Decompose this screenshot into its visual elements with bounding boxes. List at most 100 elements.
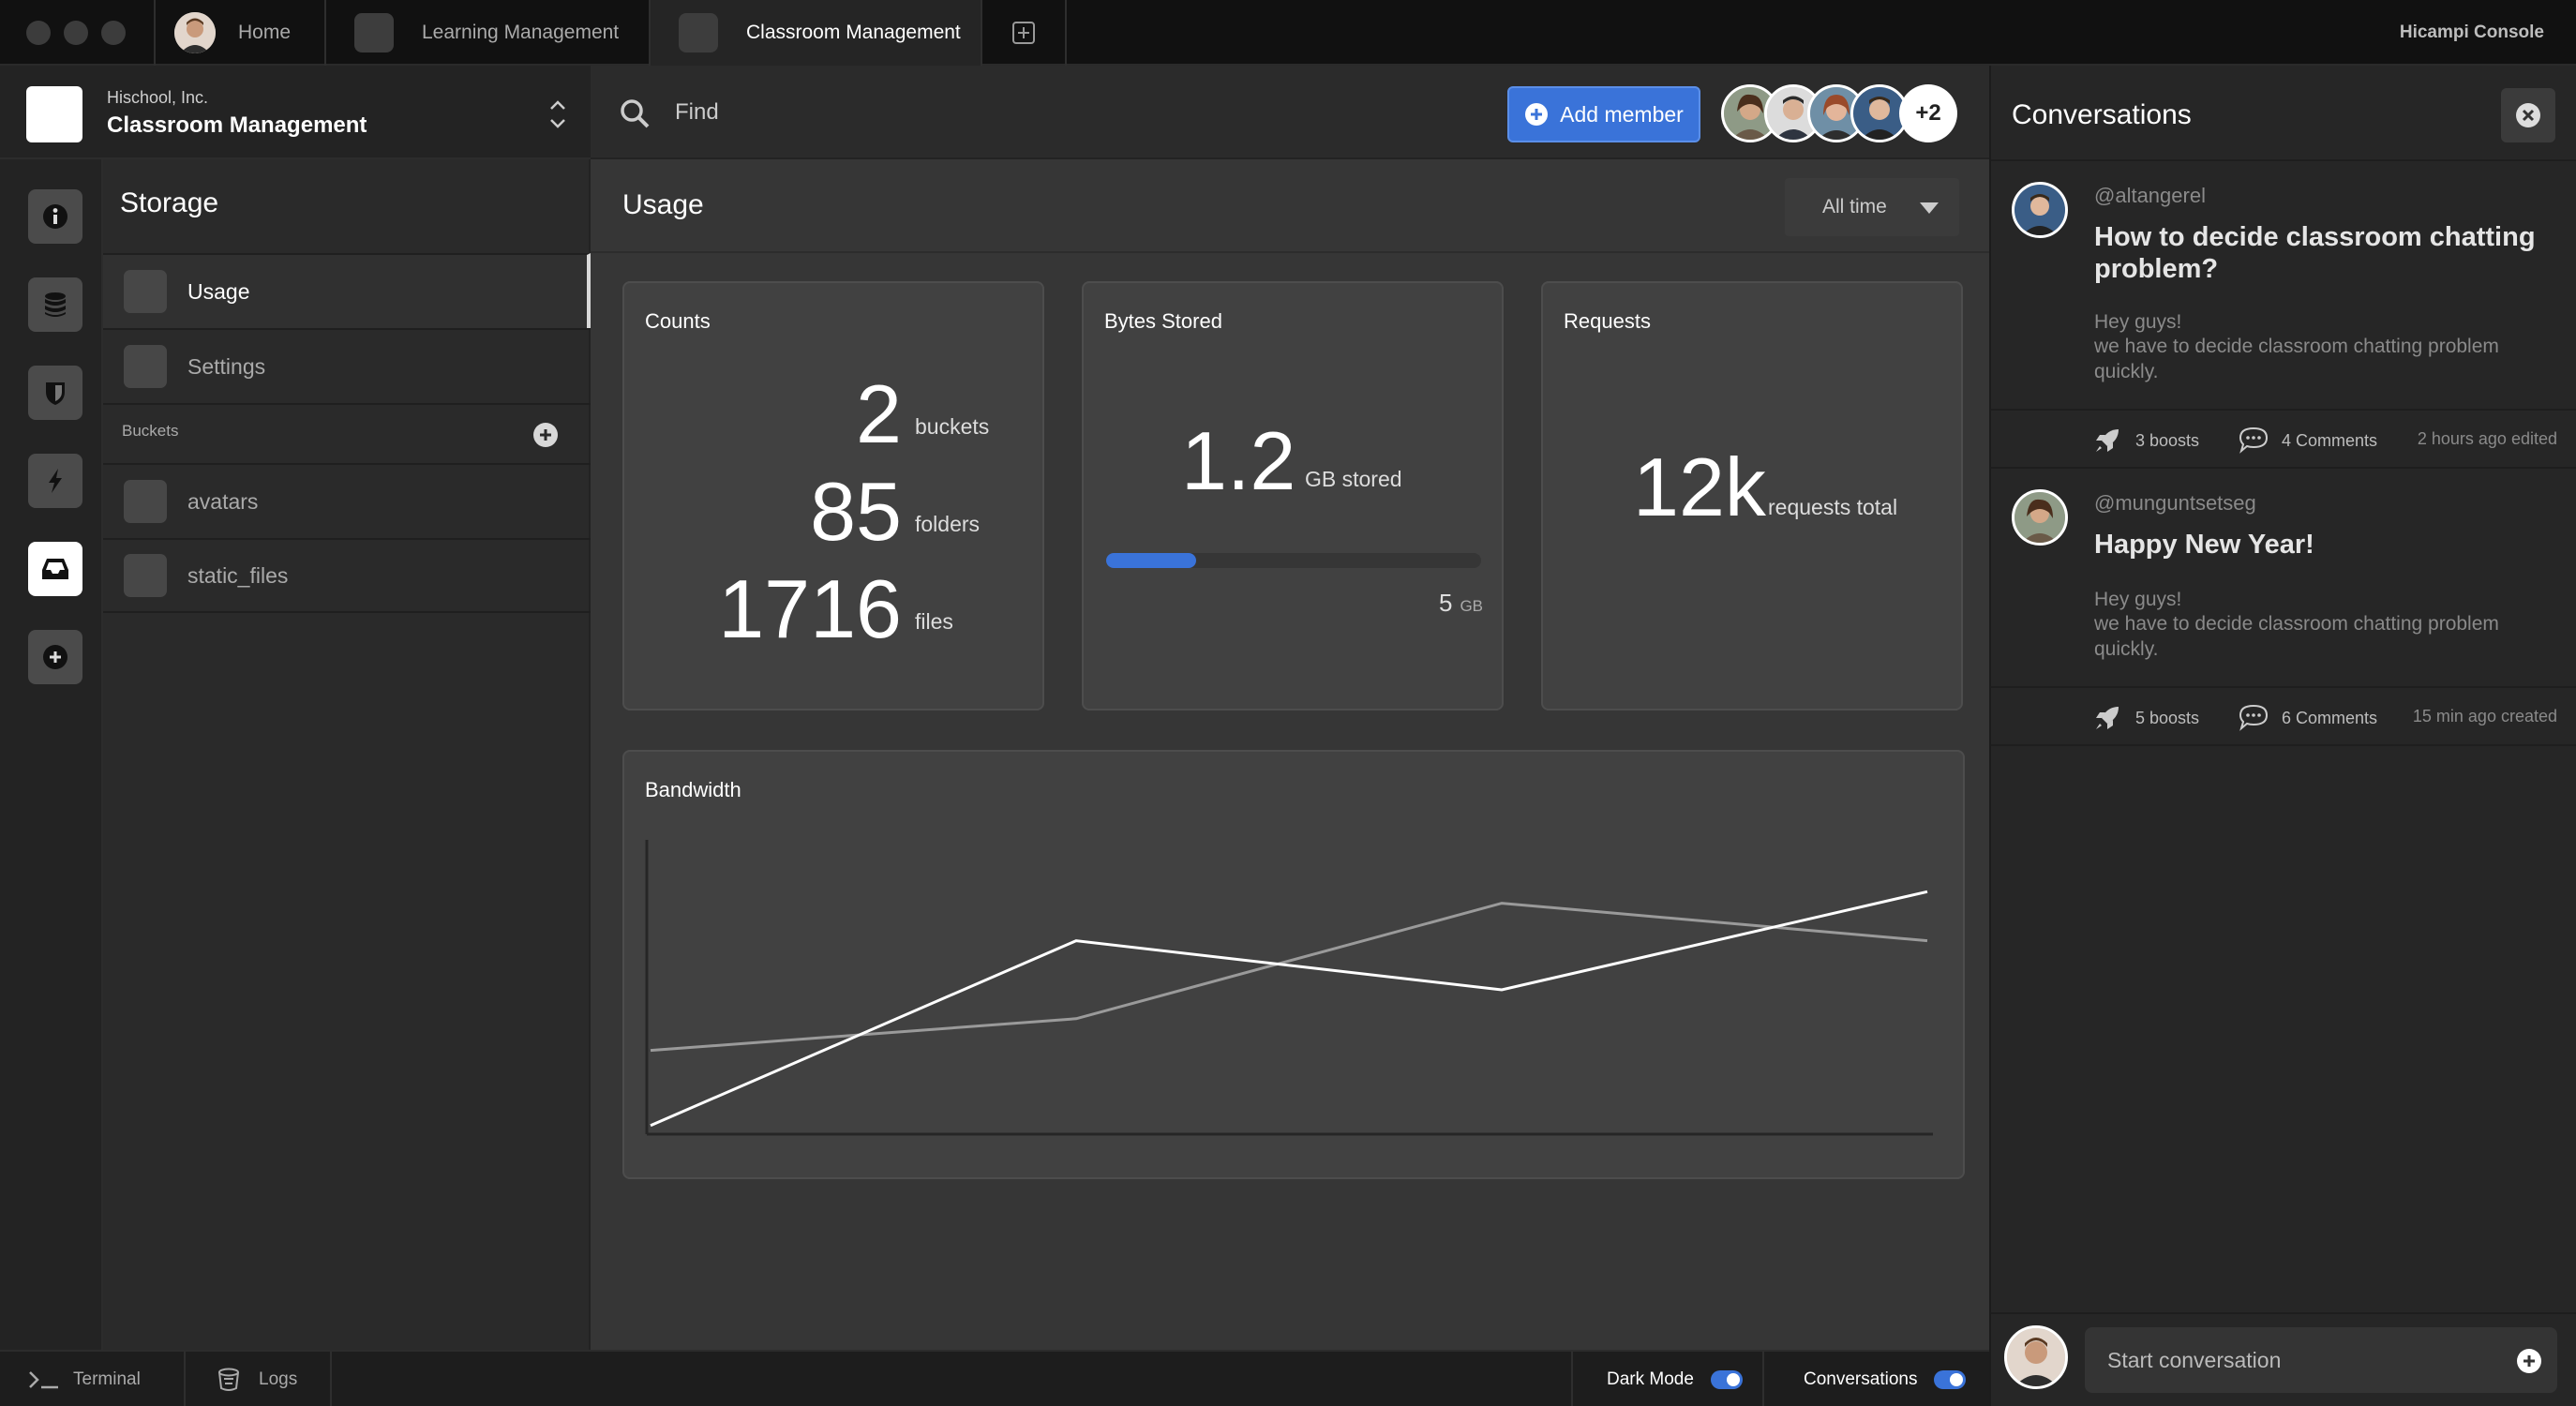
conversations-toggle[interactable]: Conversations — [1764, 1352, 1989, 1406]
conversation-post[interactable]: @munguntsetseg Happy New Year! Hey guys!… — [1991, 467, 2576, 746]
plus-circle-icon — [1525, 103, 1549, 126]
requests-unit: requests total — [1768, 495, 1898, 519]
dark-mode-toggle[interactable]: Dark Mode — [1571, 1352, 1764, 1406]
bandwidth-chart — [645, 840, 1933, 1136]
counts-card: Counts 2 buckets 85 folders 1716 files — [622, 281, 1044, 710]
dark-mode-switch[interactable] — [1710, 1370, 1743, 1389]
tab-home[interactable]: Home — [154, 0, 324, 66]
comment-icon[interactable] — [2239, 426, 2269, 454]
functions-button[interactable] — [28, 454, 82, 508]
post-title[interactable]: Happy New Year! — [2094, 530, 2314, 560]
new-tab-button[interactable] — [981, 0, 1067, 66]
main-content: Find Add member +2 Usage All time Counts… — [591, 66, 1989, 1350]
dark-mode-label: Dark Mode — [1607, 1369, 1694, 1389]
tab-classroom-management[interactable]: Classroom Management — [649, 0, 981, 66]
bytes-title: Bytes Stored — [1104, 309, 1222, 333]
conversations-switch[interactable] — [1934, 1370, 1967, 1389]
window-zoom-dot[interactable] — [101, 21, 126, 45]
search-input[interactable]: Find — [675, 99, 719, 125]
storage-item-settings[interactable]: Settings — [103, 328, 591, 403]
folders-unit: folders — [915, 512, 981, 536]
comment-count[interactable]: 6 Comments — [2282, 709, 2378, 727]
item-icon — [124, 270, 167, 313]
add-service-button[interactable] — [28, 630, 82, 684]
logs-button[interactable]: Logs — [186, 1352, 332, 1406]
bucket-icon — [124, 554, 167, 597]
member-avatar[interactable] — [1807, 84, 1865, 142]
brand-label: Hicampi Console — [2399, 22, 2544, 42]
conversation-post[interactable]: @altangerel How to decide classroom chat… — [1991, 159, 2576, 469]
comment-count[interactable]: 4 Comments — [2282, 431, 2378, 450]
comment-icon[interactable] — [2239, 703, 2269, 731]
post-handle[interactable]: @munguntsetseg — [2094, 491, 2256, 515]
window-close-dot[interactable] — [26, 21, 51, 45]
database-icon — [45, 292, 66, 317]
usage-title: Usage — [622, 189, 704, 220]
bucket-label: static_files — [187, 562, 289, 588]
plus-circle-icon — [43, 645, 67, 669]
post-body-line: Hey guys! — [2094, 589, 2182, 610]
storage-capacity: 5 GB — [1439, 589, 1483, 618]
bytes-unit: GB stored — [1305, 467, 1402, 491]
plus-square-icon — [1012, 22, 1035, 44]
tab-label: Learning Management — [422, 22, 620, 43]
add-member-label: Add member — [1560, 101, 1684, 127]
close-conversations-button[interactable] — [2501, 88, 2555, 142]
workspace-logo — [26, 86, 82, 142]
status-bar: Terminal Logs Dark Mode Conversations — [0, 1350, 1989, 1406]
tab-label: Home — [238, 22, 292, 43]
icon-rail — [0, 66, 103, 1350]
member-avatar[interactable] — [1721, 84, 1779, 142]
requests-card: Requests 12k requests total — [1541, 281, 1963, 710]
conversations-title: Conversations — [2012, 99, 2192, 130]
rocket-icon[interactable] — [2092, 703, 2122, 733]
logs-label: Logs — [259, 1369, 298, 1389]
item-label: Settings — [187, 353, 266, 379]
storage-progress-fill — [1106, 553, 1196, 568]
bytes-value: 1.2 — [1181, 414, 1296, 507]
post-time: 2 hours ago edited — [2417, 429, 2557, 448]
search-icon — [621, 99, 650, 128]
add-bucket-icon[interactable] — [532, 422, 559, 448]
usage-header: Usage All time — [591, 161, 1989, 253]
add-member-button[interactable]: Add member — [1507, 86, 1700, 142]
database-button[interactable] — [28, 277, 82, 332]
caret-down-icon — [1920, 202, 1939, 214]
storage-title: Storage — [120, 187, 219, 218]
info-button[interactable] — [28, 189, 82, 244]
files-count: 1716 — [718, 562, 902, 655]
bucket-item-avatars[interactable]: avatars — [103, 463, 591, 538]
window-minimize-dot[interactable] — [64, 21, 88, 45]
bucket-icon — [124, 480, 167, 523]
more-members-badge[interactable]: +2 — [1899, 84, 1957, 142]
app-icon — [679, 13, 718, 52]
chevron-up-down-icon — [550, 100, 565, 128]
storage-item-usage[interactable]: Usage — [103, 253, 591, 328]
security-button[interactable] — [28, 366, 82, 420]
workspace-org: Hischool, Inc. — [107, 88, 209, 107]
bucket-label: avatars — [187, 488, 259, 514]
bolt-icon — [49, 469, 62, 493]
send-plus-icon[interactable] — [2516, 1348, 2542, 1374]
time-range-select[interactable]: All time — [1785, 178, 1959, 236]
requests-title: Requests — [1564, 309, 1651, 333]
tab-learning-management[interactable]: Learning Management — [324, 0, 649, 66]
author-avatar — [2012, 182, 2068, 238]
buckets-count: 2 — [856, 367, 902, 460]
storage-button[interactable] — [28, 542, 82, 596]
terminal-button[interactable]: Terminal — [0, 1352, 186, 1406]
capacity-value: 5 — [1438, 589, 1453, 617]
post-time: 15 min ago created — [2412, 707, 2557, 725]
post-title[interactable]: How to decide classroom chatting problem… — [2094, 222, 2536, 284]
workspace-switcher[interactable]: Hischool, Inc. Classroom Management — [0, 66, 591, 159]
start-conversation-input[interactable] — [2085, 1327, 2557, 1393]
post-body-line: we have to decide classroom chatting pro… — [2094, 613, 2499, 660]
capacity-unit: GB — [1460, 597, 1483, 615]
post-handle[interactable]: @altangerel — [2094, 184, 2206, 207]
rocket-icon[interactable] — [2092, 426, 2122, 456]
author-avatar — [2012, 489, 2068, 546]
terminal-label: Terminal — [73, 1369, 141, 1389]
bucket-item-static-files[interactable]: static_files — [103, 538, 591, 613]
buckets-unit: buckets — [915, 414, 990, 439]
post-divider — [1991, 409, 2576, 411]
